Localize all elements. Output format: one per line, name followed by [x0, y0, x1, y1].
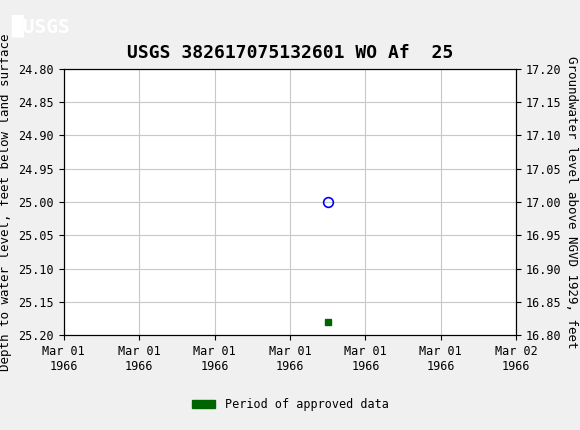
Y-axis label: Depth to water level, feet below land surface: Depth to water level, feet below land su…	[0, 34, 12, 371]
Text: █USGS: █USGS	[12, 15, 70, 37]
Y-axis label: Groundwater level above NGVD 1929, feet: Groundwater level above NGVD 1929, feet	[566, 56, 578, 348]
Legend: Period of approved data: Period of approved data	[187, 393, 393, 415]
Title: USGS 382617075132601 WO Af  25: USGS 382617075132601 WO Af 25	[127, 44, 453, 61]
